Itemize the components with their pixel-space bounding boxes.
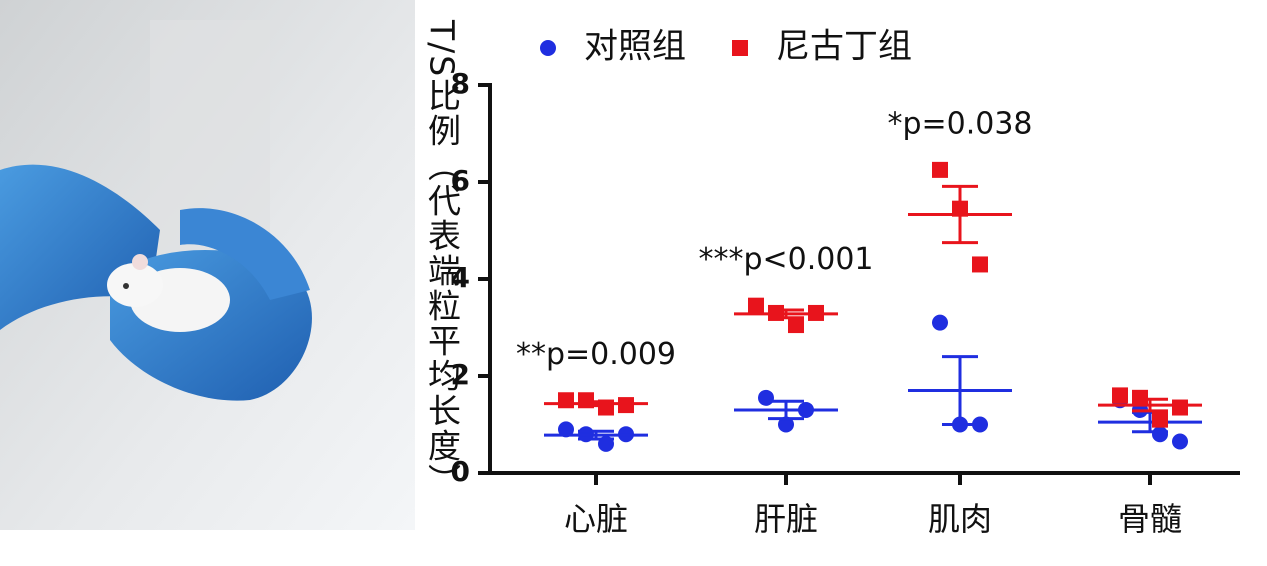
- data-point: [972, 416, 988, 433]
- x-tick-label: 肝脏: [754, 500, 818, 538]
- y-tick-label: 2: [451, 358, 470, 391]
- annotation: **p=0.009: [516, 337, 676, 372]
- data-point: [932, 314, 948, 331]
- data-point: [1112, 387, 1128, 404]
- data-point: [778, 416, 794, 433]
- data-point: [558, 392, 574, 409]
- y-tick-label: 8: [451, 67, 470, 100]
- photo: [0, 0, 415, 530]
- y-axis-label: T/S比例（代表端粒平均长度）: [423, 19, 462, 498]
- data-point: [1172, 399, 1188, 416]
- x-tick-label: 心脏: [564, 500, 628, 538]
- legend-marker: [732, 40, 748, 56]
- x-tick-label: 肌肉: [928, 500, 992, 538]
- data-point: [1172, 433, 1188, 450]
- annotation: ***p<0.001: [698, 242, 873, 277]
- y-tick-label: 6: [451, 164, 470, 197]
- data-point: [972, 256, 988, 273]
- data-point: [758, 389, 774, 406]
- data-point: [932, 161, 948, 178]
- x-tick-label: 骨髓: [1118, 500, 1182, 538]
- annotation: *p=0.038: [887, 106, 1032, 141]
- data-point: [788, 317, 804, 334]
- legend-label: 对照组: [584, 27, 686, 67]
- legend-marker: [540, 40, 556, 56]
- data-point: [1152, 411, 1168, 428]
- data-point: [558, 421, 574, 438]
- data-point: [1152, 426, 1168, 443]
- y-tick-label: 0: [451, 455, 470, 488]
- y-tick-label: 4: [451, 261, 470, 294]
- data-point: [748, 297, 764, 314]
- legend-label: 尼古丁组: [776, 27, 912, 67]
